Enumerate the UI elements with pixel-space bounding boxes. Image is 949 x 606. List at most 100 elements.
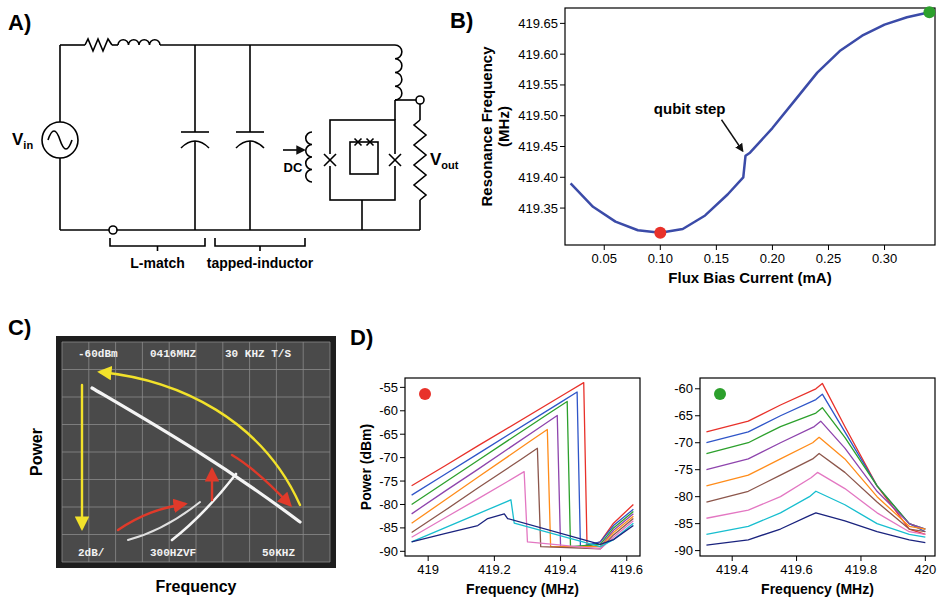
series-line	[706, 472, 925, 534]
axis-title: Frequency	[156, 578, 237, 595]
y-tick-label: 419.40	[518, 170, 558, 185]
screen-grid	[62, 534, 330, 535]
y-tick-label: -55	[379, 380, 398, 395]
figure: A)B)C)D)VinVoutDCL-matchtapped-inductor-…	[0, 0, 949, 606]
screen-grid	[62, 369, 330, 370]
y-tick-label: -85	[674, 516, 693, 531]
y-tick-label: -75	[674, 462, 693, 477]
series-line	[412, 514, 634, 544]
source-sine	[48, 131, 72, 149]
wire	[394, 100, 396, 120]
y-tick	[560, 23, 565, 24]
junction	[355, 139, 362, 146]
x-tick	[884, 245, 885, 250]
chart: 419419.2419.4419.6-55-60-65-70-75-80-85-…	[358, 378, 643, 597]
terminal	[416, 96, 424, 104]
junction	[389, 154, 401, 166]
y-tick-label: 419.55	[518, 77, 558, 92]
axis-title: Power	[28, 428, 45, 476]
y-tick	[695, 550, 700, 551]
panel-letter: A)	[8, 10, 31, 35]
panel-letter: C)	[8, 315, 31, 340]
y-tick	[400, 410, 405, 411]
y-tick-label: -65	[674, 408, 693, 423]
y-tick	[400, 387, 405, 388]
dc-squid	[350, 142, 378, 174]
y-tick-label: -80	[674, 489, 693, 504]
chart: 0.050.100.150.200.250.30419.35419.40419.…	[478, 6, 935, 286]
junction	[355, 139, 362, 146]
y-tick-label: 419.50	[518, 108, 558, 123]
screen	[62, 342, 330, 562]
y-tick-label: -60	[674, 381, 693, 396]
x-tick	[604, 245, 605, 250]
x-axis-title: Frequency (MHz)	[761, 581, 874, 597]
plot-frame	[700, 378, 935, 556]
screen-text: 30 KHZ T/S	[225, 348, 291, 360]
screen-grid	[62, 424, 330, 425]
plot-frame	[565, 8, 935, 245]
markers	[654, 6, 935, 238]
y-tick-label: -90	[379, 544, 398, 559]
x-tick	[860, 556, 861, 561]
chart: 419.4419.6419.8420-60-65-70-75-80-85-90F…	[674, 378, 936, 597]
plot-area	[571, 12, 930, 232]
series-line	[706, 513, 925, 545]
circuit-label: Vout	[430, 150, 459, 171]
plot-area	[706, 383, 925, 545]
y-tick	[695, 496, 700, 497]
label-main: V	[12, 130, 24, 149]
x-tick	[660, 245, 661, 250]
y-tick	[400, 457, 405, 458]
y-tick	[695, 523, 700, 524]
x-tick-label: 0.25	[816, 251, 841, 266]
point	[923, 6, 935, 18]
y-tick-label: 419.60	[518, 47, 558, 62]
bias-arrow	[283, 149, 304, 151]
y-tick	[560, 84, 565, 85]
wire	[60, 44, 85, 46]
y-tick	[400, 527, 405, 528]
x-tick-label: 0.20	[760, 251, 785, 266]
y-axis-title: (MHz)	[495, 106, 512, 147]
x-tick	[716, 245, 717, 250]
screen-grid	[62, 507, 330, 508]
x-tick	[732, 556, 733, 561]
source	[42, 122, 78, 158]
x-tick-label: 419.6	[780, 562, 813, 577]
annotation-arrow	[722, 120, 743, 151]
x-tick-label: 0.15	[704, 251, 729, 266]
series-line	[412, 415, 634, 546]
series-line	[706, 454, 925, 532]
y-tick-label: -75	[379, 474, 398, 489]
wire	[194, 141, 196, 230]
bias-coil	[306, 132, 312, 182]
x-tick	[494, 556, 495, 561]
series-line	[412, 392, 634, 547]
y-tick-label: -70	[379, 450, 398, 465]
y-tick	[400, 504, 405, 505]
x-tick-label: 419	[417, 562, 439, 577]
screen-grid	[62, 562, 330, 563]
x-tick-label: 0.30	[872, 251, 897, 266]
y-tick	[400, 434, 405, 435]
y-tick-label: -90	[674, 543, 693, 558]
photo-frame	[56, 336, 336, 568]
bracket	[110, 238, 205, 251]
series-line	[412, 383, 634, 547]
junction	[389, 154, 401, 166]
point	[654, 227, 666, 239]
series-line	[412, 472, 634, 549]
junction	[367, 139, 374, 146]
x-tick-label: 419.6	[610, 562, 643, 577]
y-tick	[695, 415, 700, 416]
screen-grid	[62, 342, 330, 343]
wire	[419, 200, 421, 230]
series-line	[412, 430, 634, 547]
x-tick	[560, 556, 561, 561]
screen-text: 0416MHZ	[150, 348, 197, 360]
series-line	[412, 448, 634, 549]
series-line	[412, 401, 634, 546]
screen-grid	[62, 397, 330, 398]
x-tick	[925, 556, 926, 561]
